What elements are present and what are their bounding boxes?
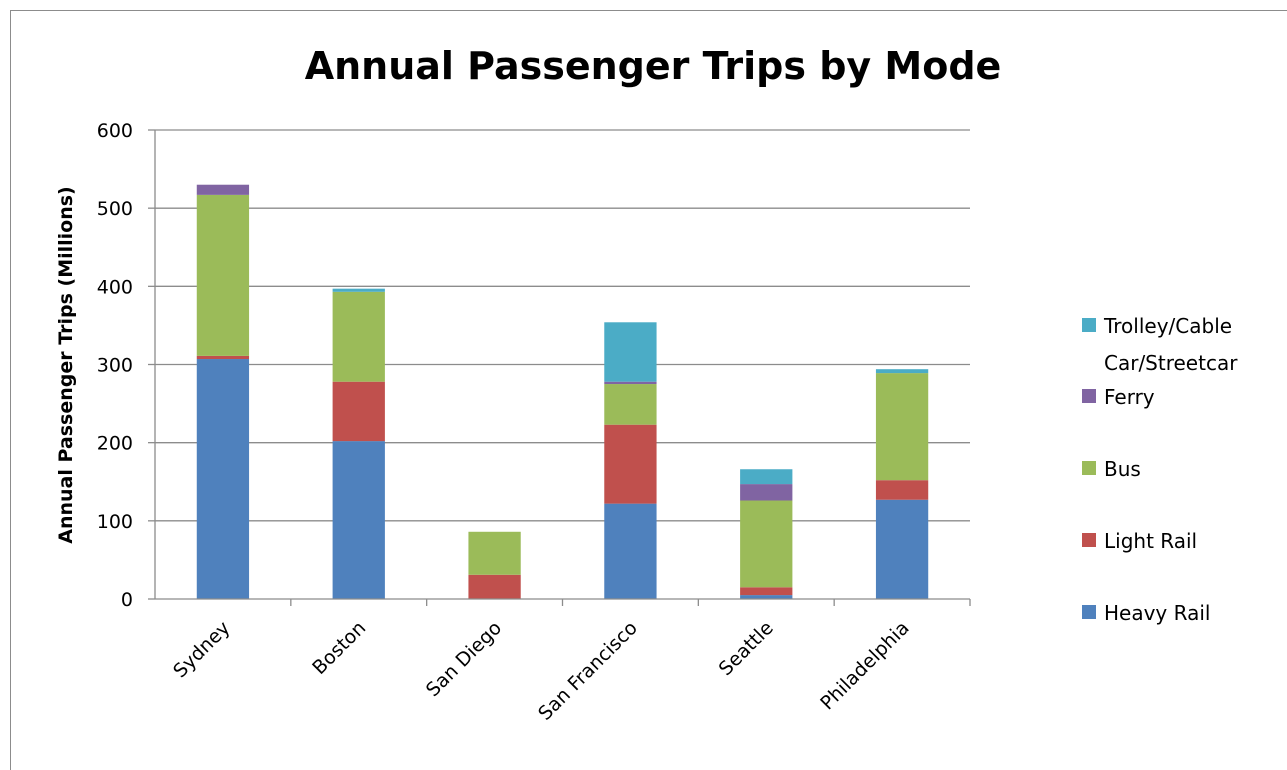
- y-axis-ticks: 0 100 200 300 400 500 600: [97, 120, 133, 611]
- bar-san-francisco-bus: [604, 384, 657, 425]
- y-tick-label: 500: [97, 198, 133, 220]
- bar-san-diego-bus: [468, 531, 521, 575]
- bar-sydney-heavy-rail: [196, 359, 250, 599]
- bar-boston-bus: [332, 291, 385, 382]
- bar-san-diego-light-rail: [468, 574, 521, 599]
- bar-sydney-bus: [196, 194, 250, 356]
- y-tick-label: 0: [121, 589, 133, 611]
- y-tick-label: 400: [97, 276, 133, 298]
- legend-swatch: [1082, 389, 1096, 403]
- legend-label: Heavy Rail: [1104, 601, 1210, 625]
- bar-philadelphia-light-rail: [875, 480, 929, 500]
- y-axis-label: Annual Passenger Trips (Millions): [55, 186, 77, 543]
- x-tick-label: Boston: [308, 617, 370, 679]
- x-tick-label: San Diego: [422, 617, 506, 701]
- bar-sydney-light-rail: [196, 355, 250, 360]
- bar-philadelphia-trolley-cable-car-streetcar: [875, 369, 929, 374]
- legend-swatch: [1082, 318, 1096, 332]
- bar-seattle-heavy-rail: [740, 595, 793, 599]
- x-tick-label: San Francisco: [534, 617, 642, 725]
- x-tick-label: Seattle: [715, 617, 778, 680]
- legend-label: Trolley/Cable: [1103, 314, 1232, 338]
- bar-san-francisco-heavy-rail: [604, 503, 657, 599]
- bar-boston-light-rail: [332, 381, 385, 442]
- bar-seattle-ferry: [740, 484, 793, 501]
- y-tick-label: 300: [97, 355, 133, 377]
- legend-swatch: [1082, 533, 1096, 547]
- bar-san-francisco-ferry: [604, 381, 657, 385]
- bar-san-francisco-light-rail: [604, 424, 657, 504]
- bar-seattle-bus: [740, 500, 793, 588]
- y-tick-label: 200: [97, 433, 133, 455]
- bar-san-francisco-trolley-cable-car-streetcar: [604, 322, 657, 382]
- bar-seattle-trolley-cable-car-streetcar: [740, 469, 793, 485]
- legend-swatch: [1082, 605, 1096, 619]
- bars: [196, 184, 929, 599]
- legend-label: Light Rail: [1104, 529, 1197, 553]
- axes: [148, 129, 971, 606]
- legend-label: Bus: [1104, 457, 1141, 481]
- bar-philadelphia-heavy-rail: [875, 499, 929, 599]
- legend-label: Car/Streetcar: [1104, 351, 1238, 375]
- x-tick-label: Philadelphia: [816, 617, 913, 714]
- bar-boston-heavy-rail: [332, 441, 385, 599]
- bar-seattle-light-rail: [740, 587, 793, 596]
- x-axis-ticks: Sydney Boston San Diego San Francisco Seattl…: [169, 617, 913, 725]
- y-tick-label: 100: [97, 511, 133, 533]
- legend-label: Ferry: [1104, 385, 1155, 409]
- chart-title: Annual Passenger Trips by Mode: [305, 44, 1002, 88]
- bar-philadelphia-bus: [875, 373, 929, 481]
- x-tick-label: Sydney: [169, 617, 234, 682]
- chart-frame: [10, 10, 1287, 770]
- y-tick-label: 600: [97, 120, 133, 142]
- legend: Trolley/Cable Car/Streetcar Ferry Bus Light …: [1082, 314, 1238, 625]
- legend-swatch: [1082, 461, 1096, 475]
- bar-boston-trolley-cable-car-streetcar: [332, 288, 385, 292]
- gridlines: [155, 129, 970, 522]
- bar-sydney-ferry: [196, 184, 250, 195]
